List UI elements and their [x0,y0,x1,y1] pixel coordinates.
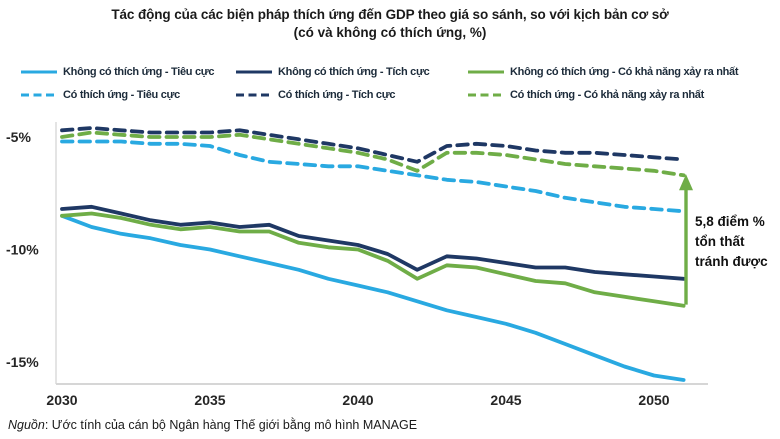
x-tick-label-2050: 2050 [638,392,669,408]
legend-item-label: Có thích ứng - Tích cực [278,89,396,101]
chart-title: Tác động của các biện pháp thích ứng đến… [111,7,669,22]
y-tick-label--10: -10% [6,242,39,258]
legend-item: Không có thích ứng - Tích cực [235,64,467,80]
legend-item-label: Không có thích ứng - Tiêu cực [63,66,215,78]
legend-swatch-solid-line [21,70,57,74]
x-tick-label-2045: 2045 [490,392,521,408]
source-text: : Ước tính của cán bộ Ngân hàng Thế giới… [44,418,418,432]
series-line-adapt-most-likely [60,130,686,178]
chart-subtitle: (có và không có thích ứng, %) [293,25,487,40]
source-note: Nguồn: Ước tính của cán bộ Ngân hàng Thế… [8,418,768,432]
y-tick-label--5: -5% [6,129,31,145]
legend-item: Có thích ứng - Tích cực [235,87,467,103]
legend-item-label: Không có thích ứng - Có khả năng xảy ra … [510,66,739,78]
legend-item: Không có thích ứng - Có khả năng xảy ra … [467,64,776,80]
legend-swatch-dashed-line [21,93,57,97]
legend-swatch-solid-line [236,70,272,74]
x-tick-label-2040: 2040 [342,392,373,408]
avoided-loss-line3: tránh được [695,254,768,269]
legend-item-label: Có thích ứng - Tiêu cực [63,89,181,101]
avoided-loss-line2: tổn thất [695,234,745,249]
series-line-adapt-positive [60,126,686,164]
avoided-loss-line1: 5,8 điểm % [695,214,765,229]
legend-swatch-solid-line [468,70,504,74]
avoided-loss-annotation: 5,8 điểm % tổn thất tránh được [695,212,779,272]
legend-item: Có thích ứng - Tiêu cực [20,87,235,103]
legend-swatch-dashed-line [236,93,272,97]
legend-item: Không có thích ứng - Tiêu cực [20,64,235,80]
y-tick-label--15: -15% [6,354,39,370]
series-line-adapt-negative [60,139,686,214]
legend-item: Có thích ứng - Có khả năng xảy ra nhất [467,87,776,103]
series-line-no-adapt-positive [60,204,686,281]
x-tick-label-2035: 2035 [194,392,225,408]
legend-swatch-dashed-line [468,93,504,97]
source-prefix: Nguồn [8,418,45,432]
avoided-loss-arrow-head-up-icon [679,174,693,191]
legend-item-label: Có thích ứng - Có khả năng xảy ra nhất [510,89,704,101]
chart-legend: Không có thích ứng - Tiêu cực Không có th… [20,64,776,103]
legend-item-label: Không có thích ứng - Tích cực [278,66,430,78]
series-line-no-adapt-negative [60,213,686,382]
series-line-no-adapt-most-likely [60,211,686,308]
x-tick-label-2030: 2030 [46,392,77,408]
